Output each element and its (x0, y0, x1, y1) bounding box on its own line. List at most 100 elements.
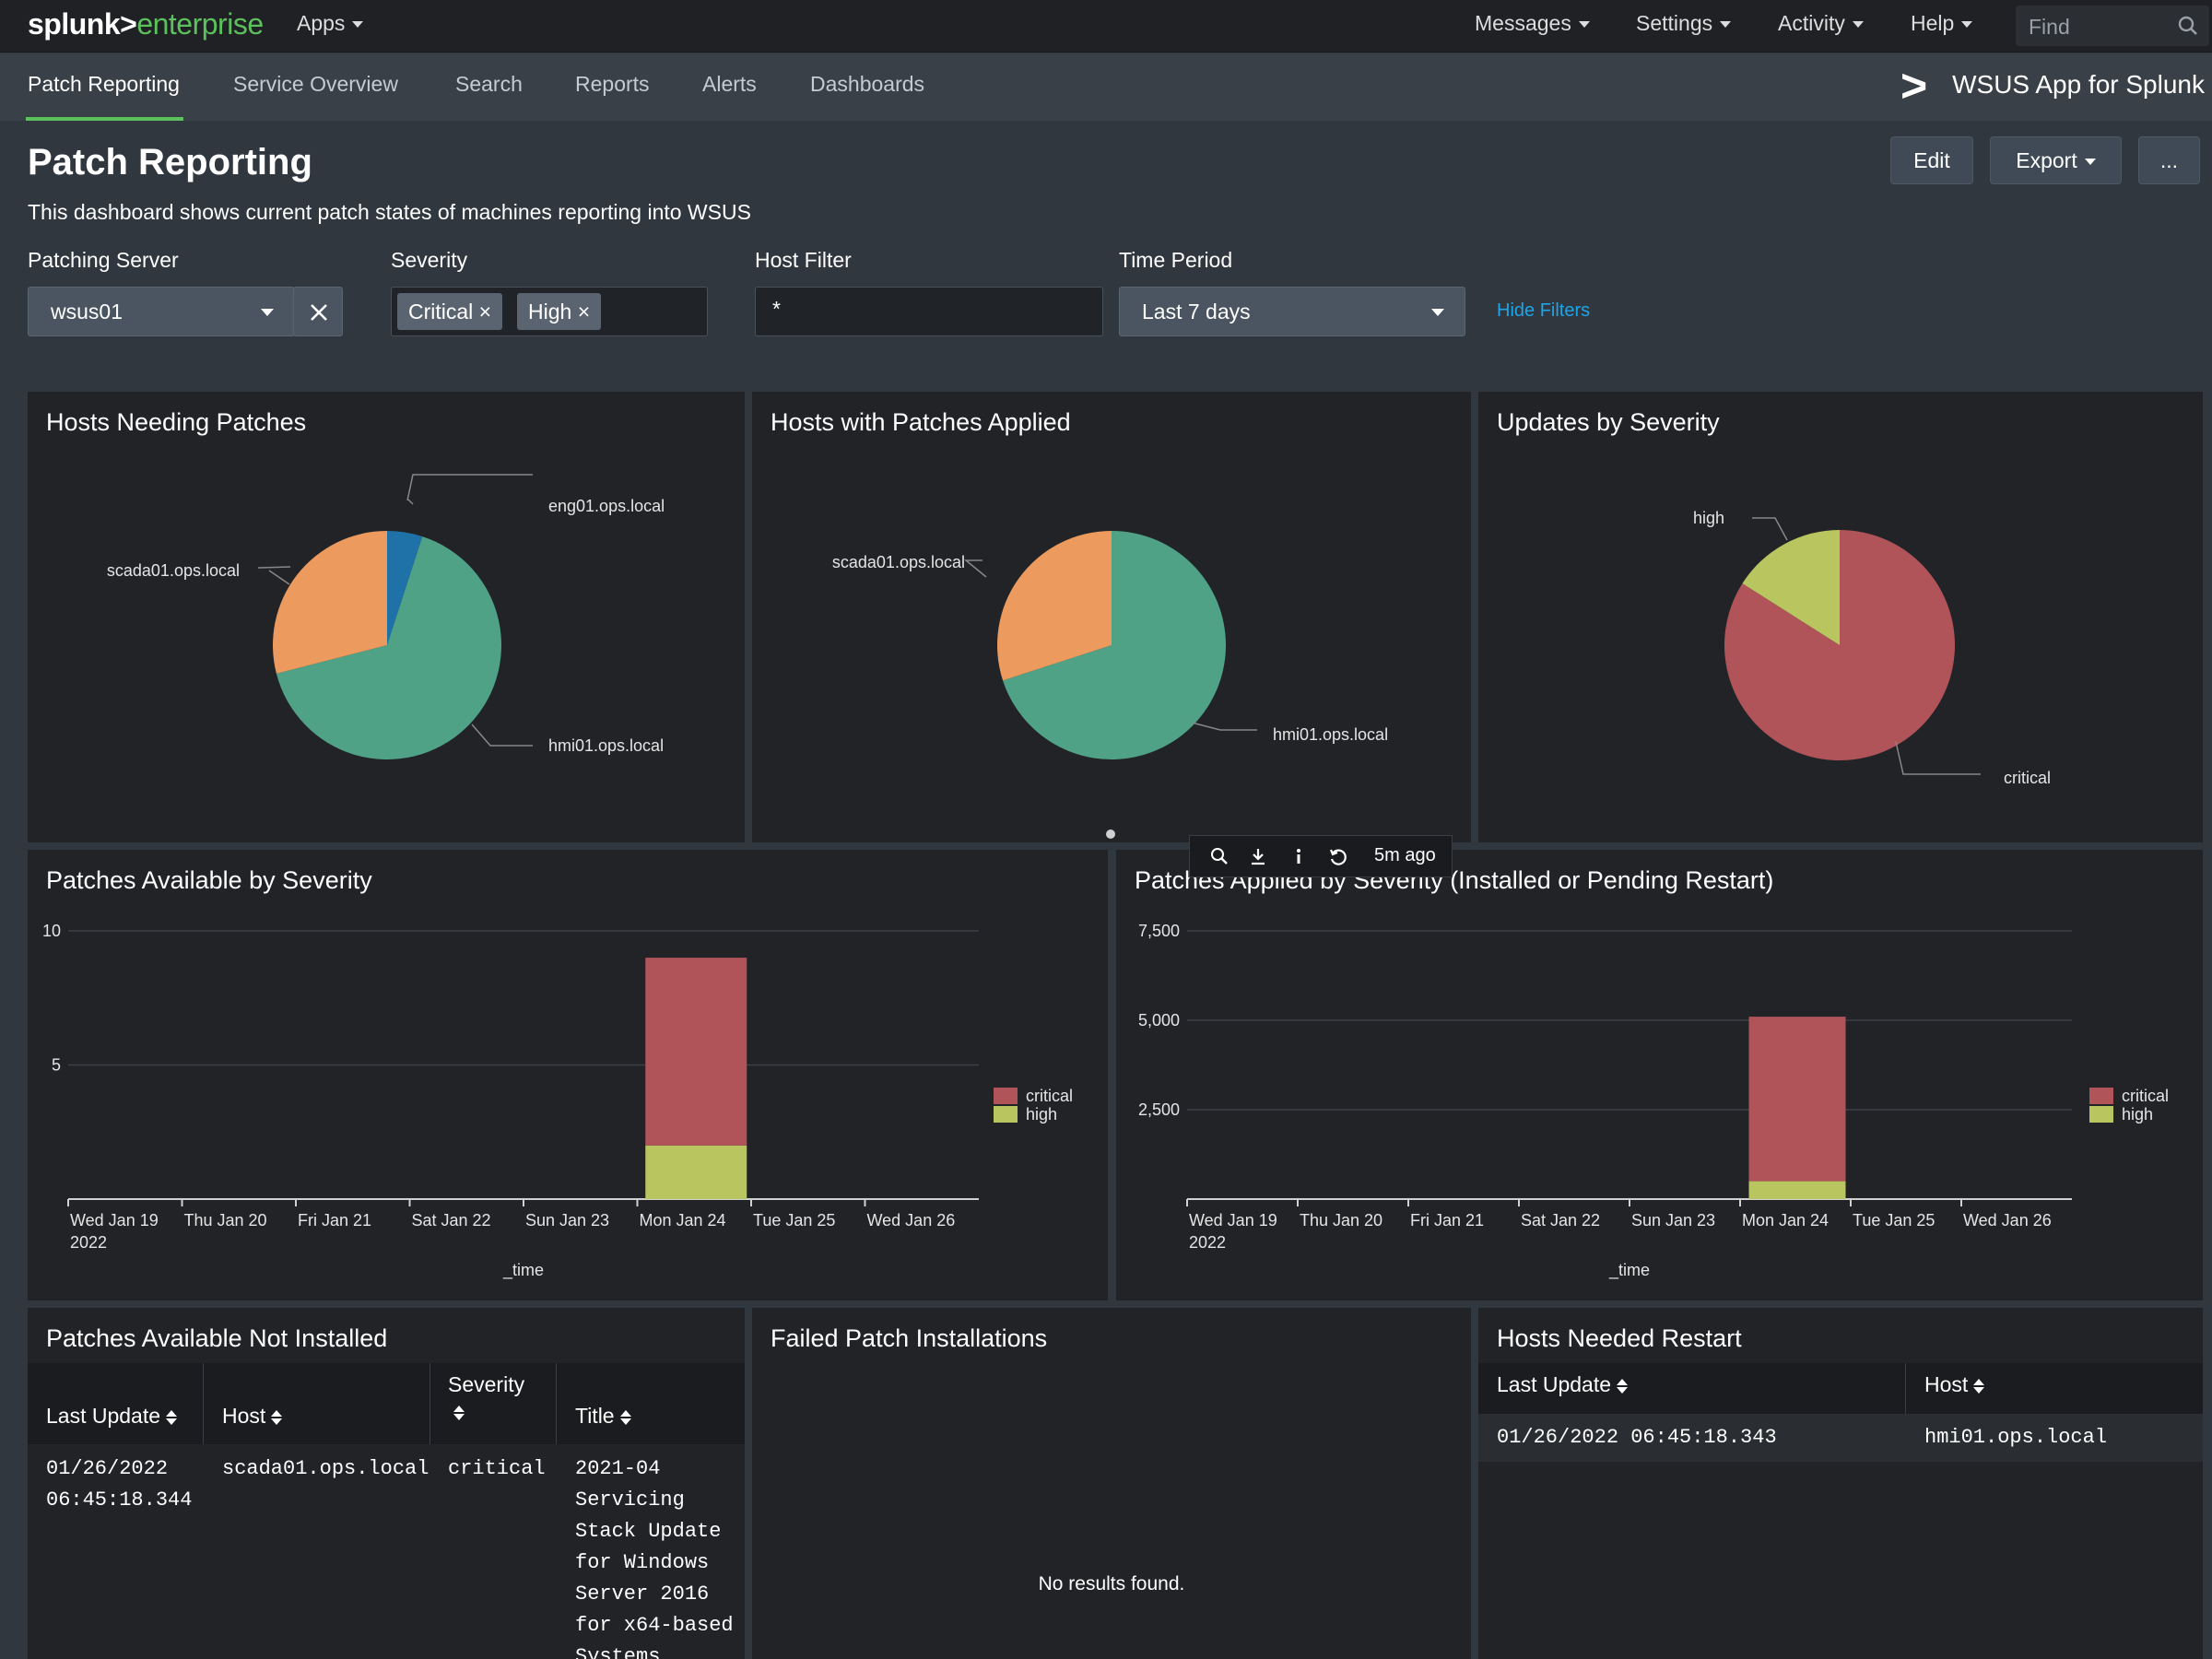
x-tick-label: Sun Jan 23 (1631, 1211, 1715, 1230)
x-tick-label: Fri Jan 21 (1410, 1211, 1484, 1230)
panel-title: Hosts Needing Patches (46, 408, 307, 436)
remove-chip-icon[interactable]: × (478, 300, 492, 324)
x-tick-label: Wed Jan 26 (867, 1211, 956, 1230)
x-tick-label: Fri Jan 21 (298, 1211, 371, 1230)
sort-icon (1617, 1378, 1629, 1394)
nav-patch-reporting[interactable]: Patch Reporting (28, 72, 180, 96)
pie-slice[interactable] (387, 531, 423, 645)
bar-segment-critical[interactable] (1748, 1017, 1846, 1182)
panel-title: Failed Patch Installations (771, 1324, 1048, 1352)
x-tick-label: Mon Jan 24 (1742, 1211, 1829, 1230)
column-divider (203, 1363, 204, 1444)
legend-swatch-high (2089, 1106, 2113, 1123)
messages-menu[interactable]: Messages (1475, 11, 1590, 36)
panel-hosts-needed-restart: Hosts Needed Restart Last Update Host 01… (1478, 1308, 2203, 1659)
app-chevron-icon: > (1900, 60, 1928, 112)
column-header-severity[interactable]: Severity (448, 1372, 540, 1422)
severity-multiselect[interactable]: Critical × High × (391, 287, 708, 336)
search-icon[interactable] (1210, 847, 1229, 865)
nav-alerts[interactable]: Alerts (702, 72, 757, 96)
refresh-icon[interactable] (1328, 847, 1348, 867)
host-filter-value: * (772, 297, 781, 321)
pie-slice[interactable] (1003, 531, 1226, 759)
drag-handle[interactable] (1106, 830, 1115, 839)
column-header-host[interactable]: Host (1924, 1372, 1985, 1397)
legend-label-critical[interactable]: critical (1026, 1087, 1073, 1105)
y-tick-label: 7,500 (1138, 922, 1180, 940)
legend-label-high[interactable]: high (2122, 1105, 2153, 1124)
table-header (1478, 1363, 2203, 1414)
pie-slice[interactable] (997, 531, 1112, 681)
panel-title: Hosts Needed Restart (1497, 1324, 1742, 1352)
severity-label: Severity (391, 248, 468, 272)
x-year-label: 2022 (70, 1233, 107, 1252)
caret-down-icon (2084, 159, 2096, 166)
bar-segment-critical[interactable] (645, 958, 747, 1146)
patching-server-label: Patching Server (28, 248, 179, 272)
panel-hosts-needing-patches: Hosts Needing Patches eng01.ops.local hm… (28, 392, 745, 842)
caret-down-icon (1431, 309, 1444, 316)
column-divider (556, 1363, 557, 1444)
nav-reports[interactable]: Reports (575, 72, 650, 96)
edit-button[interactable]: Edit (1890, 136, 1973, 184)
hide-filters-link[interactable]: Hide Filters (1497, 300, 1591, 321)
more-actions-button[interactable]: ... (2138, 136, 2200, 184)
clear-server-button[interactable] (293, 287, 343, 336)
cell-last-update: 01/26/2022 06:45:18.344 (46, 1457, 193, 1512)
time-period-dropdown[interactable]: Last 7 days (1119, 287, 1465, 336)
panel-title: Updates by Severity (1497, 408, 1720, 436)
info-icon[interactable] (1289, 847, 1308, 865)
slice-label: hmi01.ops.local (548, 736, 664, 755)
table-row[interactable]: 01/26/2022 06:45:18.343 hmi01.ops.local (1478, 1414, 2203, 1462)
no-results-message: No results found. (1038, 1573, 1185, 1594)
pie-slice[interactable] (272, 530, 387, 674)
sort-icon (619, 1409, 631, 1425)
export-button[interactable]: Export (1990, 136, 2122, 184)
legend-label-high[interactable]: high (1026, 1105, 1057, 1124)
pie-slice[interactable] (276, 536, 501, 759)
legend-swatch-critical (994, 1088, 1018, 1104)
header-label: Title (575, 1404, 615, 1428)
leader-line (1191, 722, 1257, 731)
nav-service-overview[interactable]: Service Overview (233, 72, 398, 96)
pie-slices (272, 530, 501, 759)
apps-menu[interactable]: Apps (297, 11, 364, 36)
bar-segment-high[interactable] (1748, 1181, 1846, 1199)
severity-chip-critical[interactable]: Critical × (397, 293, 503, 330)
severity-chip-high[interactable]: High × (517, 293, 602, 330)
splunk-logo[interactable]: splunk>enterprise (28, 7, 264, 41)
legend-label-critical[interactable]: critical (2122, 1087, 2169, 1105)
x-axis-title: _time (1608, 1261, 1650, 1280)
help-label: Help (1911, 11, 1955, 35)
help-menu[interactable]: Help (1911, 11, 1973, 36)
nav-search[interactable]: Search (455, 72, 523, 96)
bar-segment-high[interactable] (645, 1145, 747, 1199)
sort-icon (271, 1409, 283, 1425)
slice-label: scada01.ops.local (832, 553, 965, 571)
column-header-host[interactable]: Host (222, 1404, 283, 1429)
x-tick-label: Thu Jan 20 (184, 1211, 267, 1230)
leader-line (258, 566, 291, 569)
find-input[interactable]: Find (2016, 6, 2209, 46)
remove-chip-icon[interactable]: × (577, 300, 591, 324)
nav-dashboards[interactable]: Dashboards (810, 72, 925, 96)
host-filter-input[interactable]: * (755, 287, 1103, 336)
x-tick-label: Tue Jan 25 (753, 1211, 835, 1230)
logo-enterprise: enterprise (136, 7, 264, 41)
column-header-last-update[interactable]: Last Update (1497, 1372, 1629, 1397)
chip-label: High (528, 300, 572, 324)
settings-menu[interactable]: Settings (1636, 11, 1732, 36)
sort-icon (1973, 1378, 1985, 1394)
host-filter-label: Host Filter (755, 248, 852, 272)
pie-slice[interactable] (1742, 530, 1840, 645)
bar-chart: 5 10 Wed Jan 19 Thu Jan 20 Fri Jan 21 Sat Jan… (42, 922, 1073, 1280)
slice-label: eng01.ops.local (548, 497, 665, 515)
activity-menu[interactable]: Activity (1778, 11, 1864, 36)
column-header-last-update[interactable]: Last Update (46, 1404, 178, 1429)
column-header-title[interactable]: Title (575, 1404, 631, 1429)
panel-title: Hosts with Patches Applied (771, 408, 1071, 436)
download-icon[interactable] (1249, 847, 1267, 865)
header-label: Last Update (46, 1404, 161, 1428)
sort-icon (166, 1409, 178, 1425)
patching-server-dropdown[interactable]: wsus01 (28, 287, 295, 336)
